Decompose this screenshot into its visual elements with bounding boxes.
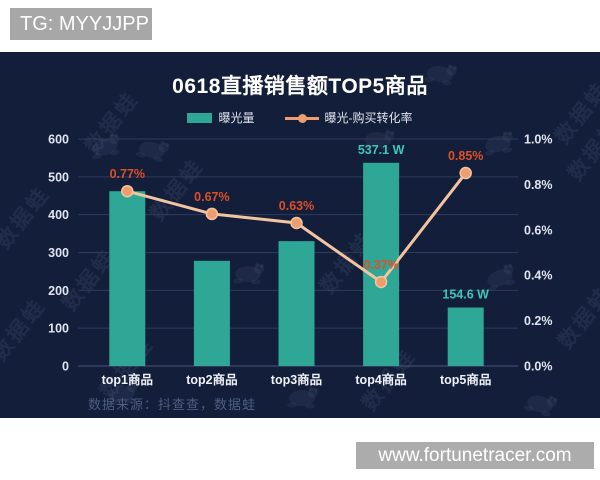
telegram-badge: TG: MYYJJPP — [10, 8, 152, 40]
line-point — [460, 168, 471, 179]
category-label: top2商品 — [186, 372, 237, 387]
chart-legend: 曝光量 曝光-购买转化率 — [0, 109, 600, 126]
legend-item-exposure: 曝光量 — [187, 109, 254, 126]
left-axis-tick: 100 — [48, 322, 69, 336]
chart-svg: 60050040030020010001.0%0.8%0.6%0.4%0.2%0… — [0, 52, 600, 418]
line-point — [206, 208, 217, 219]
left-axis-tick: 200 — [48, 284, 69, 298]
data-source-note: 数据来源：抖查查，数据蛙 — [88, 394, 256, 413]
percent-label: 0.77% — [110, 167, 145, 181]
bar-legend-swatch-icon — [187, 113, 212, 123]
line-point — [122, 186, 133, 197]
category-label: top5商品 — [440, 372, 491, 387]
bar — [279, 241, 315, 366]
frog-watermark-icon — [481, 130, 516, 157]
line-legend-marker-icon — [285, 113, 319, 123]
category-label: top4商品 — [355, 372, 406, 387]
website-badge: www.fortunetracer.com — [356, 442, 594, 469]
frog-watermark-icon — [523, 390, 558, 418]
chart-title: 0618直播销售额TOP5商品 — [0, 70, 600, 100]
frog-watermark-icon — [287, 387, 318, 409]
bar — [109, 191, 145, 366]
screenshot-root: TG: MYYJJPP 0618直播销售额TOP5商品 曝光量 曝光-购买转化率… — [0, 0, 600, 480]
left-axis-tick: 0 — [62, 360, 69, 374]
percent-label: 0.63% — [279, 199, 314, 213]
right-axis-tick: 1.0% — [524, 133, 553, 147]
legend-label-conversion: 曝光-购买转化率 — [325, 109, 413, 126]
line-point — [376, 277, 387, 288]
frog-watermark-icon — [88, 132, 124, 161]
right-axis-tick: 0.6% — [524, 223, 553, 237]
left-axis-tick: 400 — [48, 208, 69, 222]
legend-label-exposure: 曝光量 — [218, 109, 254, 126]
bar — [448, 308, 484, 366]
right-axis-tick: 0.8% — [524, 178, 553, 192]
bar-value-label: 537.1 W — [358, 143, 405, 157]
line-point — [291, 217, 302, 228]
legend-item-conversion: 曝光-购买转化率 — [285, 109, 413, 126]
category-label: top3商品 — [271, 372, 322, 387]
left-axis-tick: 500 — [48, 170, 69, 184]
percent-label: 0.85% — [448, 149, 483, 163]
right-axis-tick: 0.4% — [524, 269, 553, 283]
left-axis-tick: 600 — [48, 133, 69, 147]
percent-label: 0.67% — [194, 190, 229, 204]
bar — [194, 261, 230, 366]
chart-card: 0618直播销售额TOP5商品 曝光量 曝光-购买转化率 600 500 400 30… — [0, 52, 600, 418]
right-axis-tick: 0.2% — [524, 314, 553, 328]
frog-watermark-icon — [233, 263, 264, 285]
frog-watermark-icon — [135, 136, 170, 163]
percent-label: 0.37% — [363, 258, 398, 272]
left-axis-tick: 300 — [48, 246, 69, 260]
category-label: top1商品 — [102, 372, 153, 387]
legend-line-dot — [298, 114, 307, 123]
right-axis-tick: 0.0% — [524, 360, 553, 374]
bar-value-label: 154.6 W — [442, 288, 489, 302]
